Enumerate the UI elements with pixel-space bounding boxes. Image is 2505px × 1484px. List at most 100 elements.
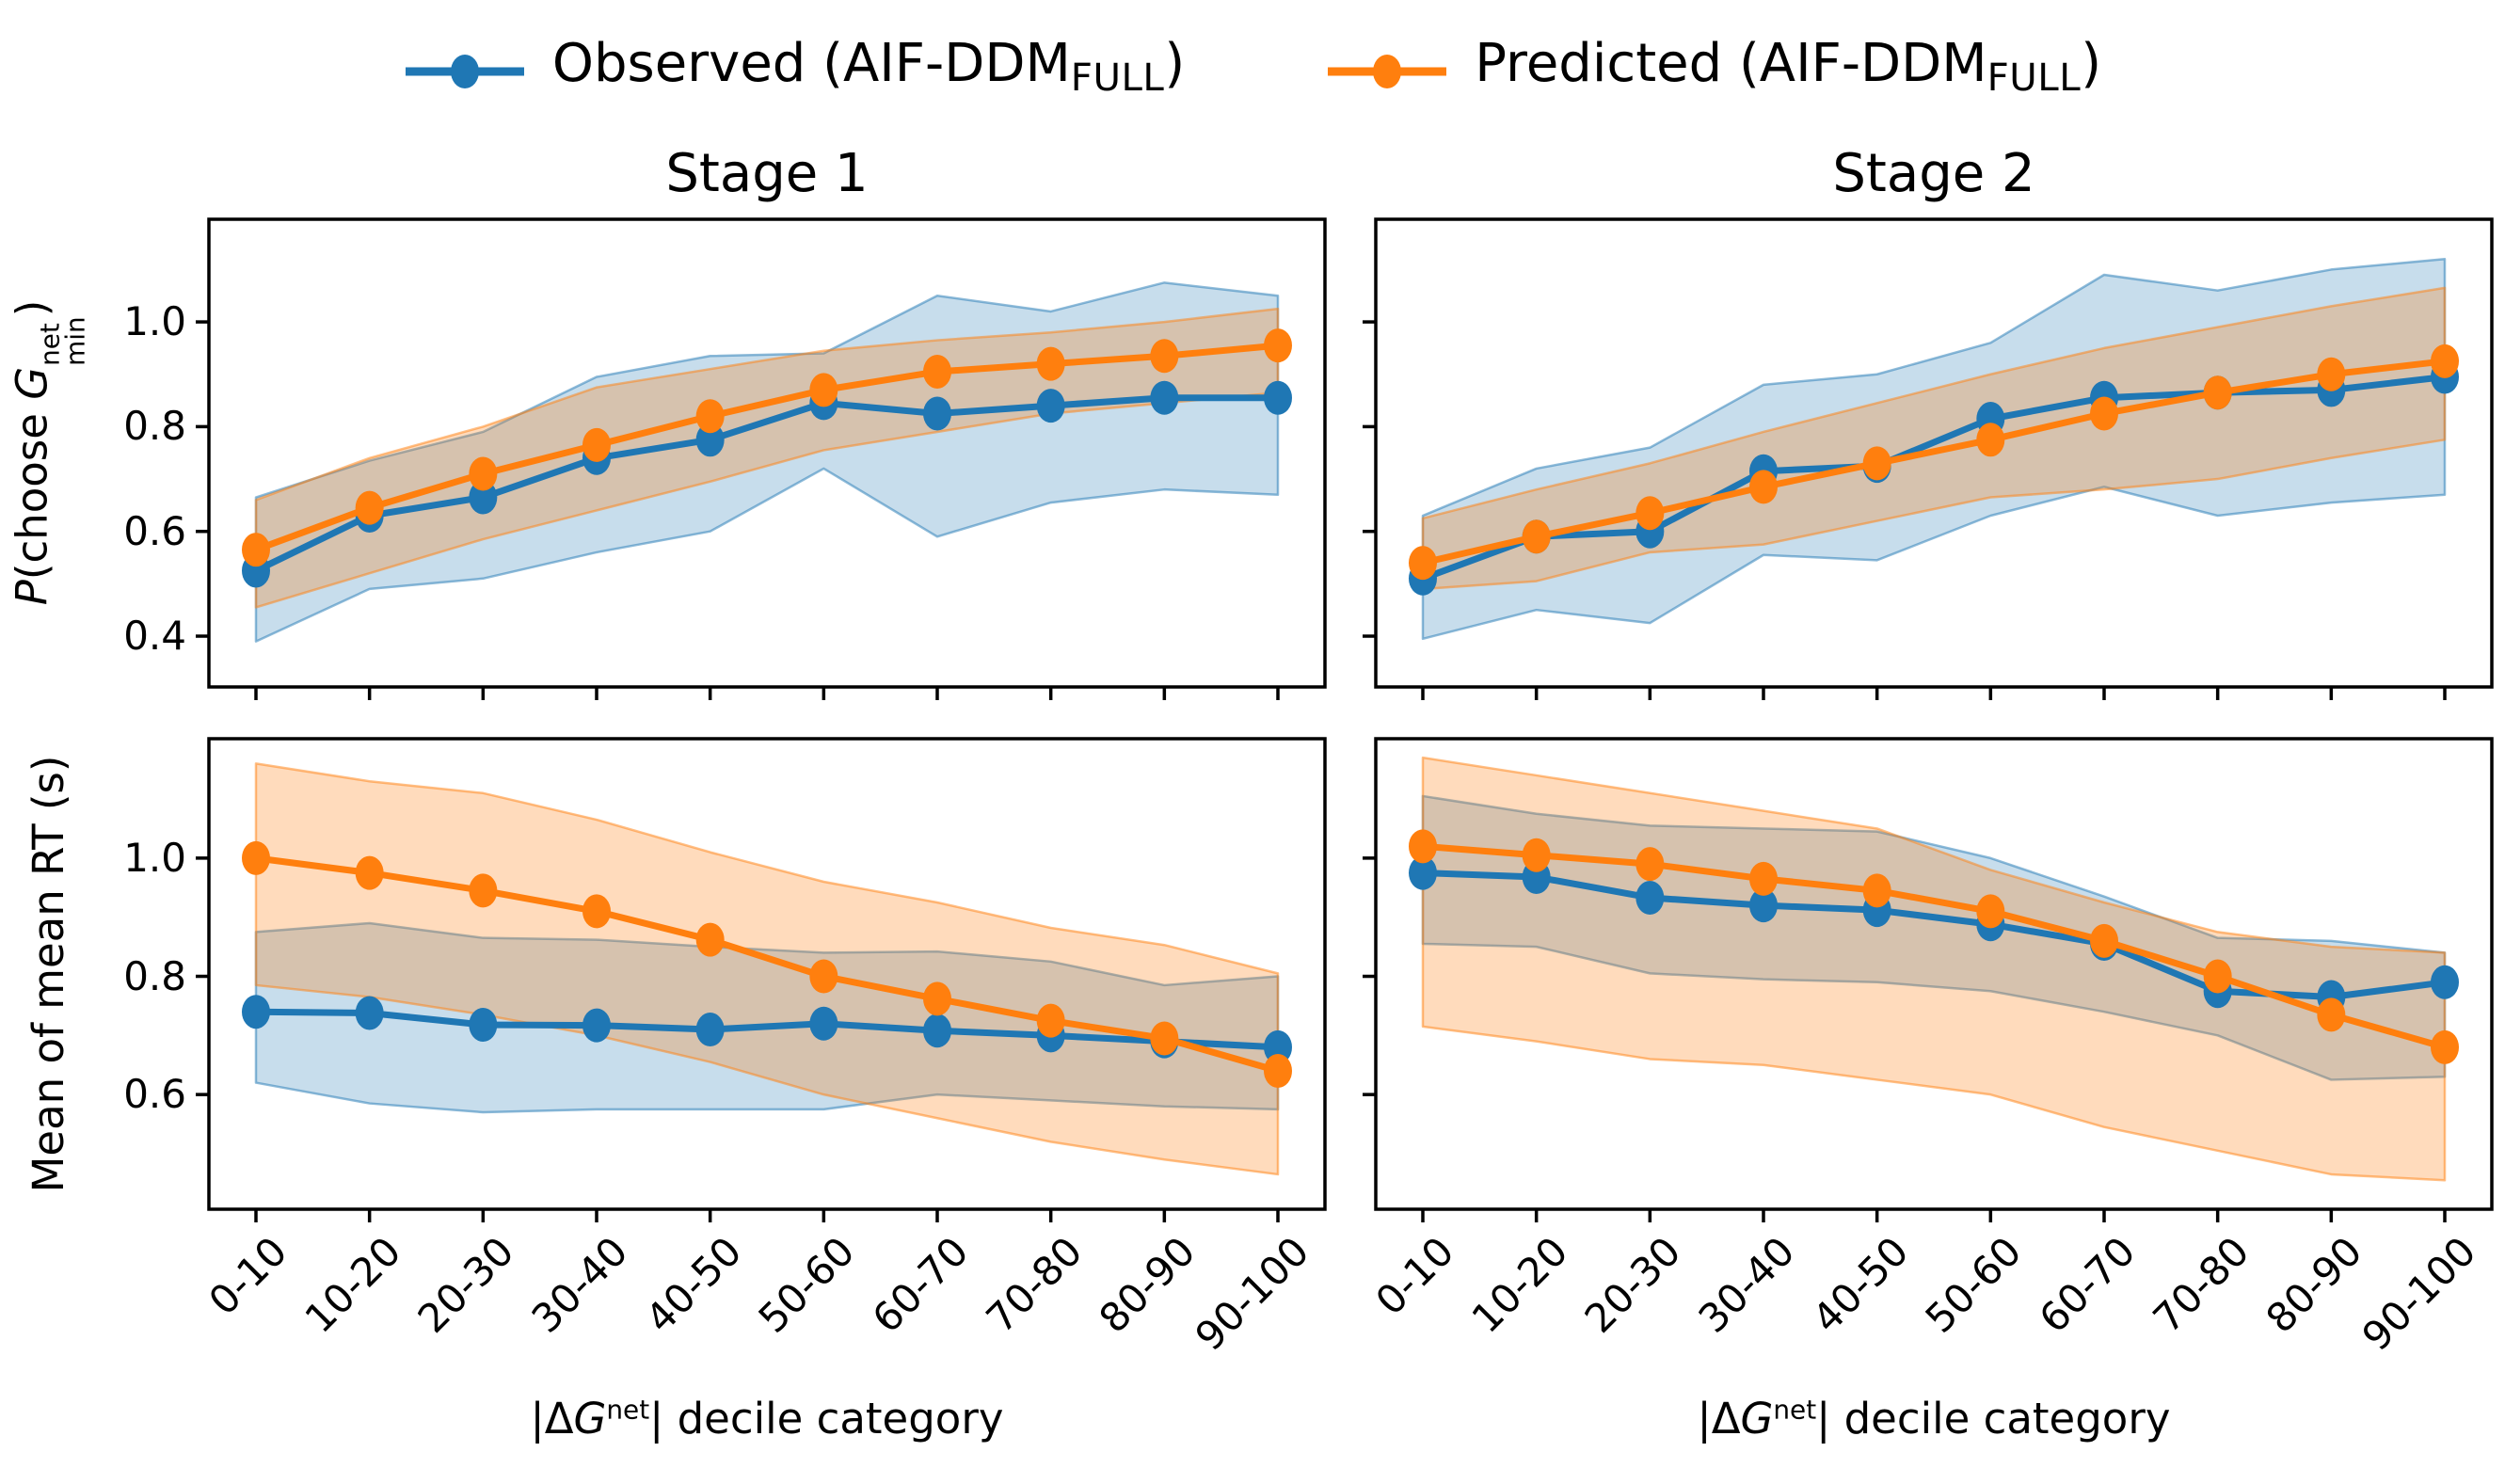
stage1-rt-observed-marker bbox=[355, 996, 384, 1030]
stage2-rt-predicted-marker bbox=[2203, 959, 2232, 994]
stage1-rt-observed-marker bbox=[469, 1008, 498, 1043]
stage2-choice-observed-line bbox=[1419, 374, 2449, 582]
stage2-rt-predicted-marker bbox=[2090, 923, 2118, 958]
xlabel-right-symbol: G bbox=[1740, 1394, 1774, 1444]
stage2-choice-predicted-marker bbox=[1409, 546, 1437, 581]
stage1-rt-predicted-marker bbox=[1264, 1054, 1292, 1089]
stage2-rt-axes-box bbox=[1374, 737, 2494, 1211]
stage1-choice-observed-marker bbox=[1264, 380, 1292, 415]
stage1-choice-ytick-label-0.6: 0.6 bbox=[123, 507, 186, 554]
xlabel-left-pre: |Δ bbox=[530, 1394, 574, 1444]
stage1-choice-observed-marker bbox=[469, 480, 498, 515]
stage1-choice-observed-marker bbox=[1150, 380, 1179, 415]
stage1-rt-predicted-line bbox=[252, 854, 1282, 1075]
stage2-choice-predicted-marker bbox=[1976, 423, 2005, 457]
stage1-choice-observed-marker bbox=[695, 423, 725, 457]
legend: Observed (AIF-DDMFULL) Predicted (AIF-DD… bbox=[0, 34, 2505, 108]
xlabel-right-pre: |Δ bbox=[1697, 1394, 1741, 1444]
ylabel-top-symbol: G bbox=[7, 366, 57, 400]
stage1-rt-observed-marker bbox=[242, 995, 270, 1029]
xlabel-right: |ΔGnet| decile category bbox=[1698, 1396, 2171, 1443]
stage1-choice-observed-marker bbox=[1036, 389, 1065, 423]
stage1-rt-ytick-label-0.6: 0.6 bbox=[123, 1071, 186, 1118]
subplot-stage2-choice bbox=[1363, 217, 2494, 700]
predicted-line-marker-icon bbox=[1328, 54, 1447, 88]
stage2-choice-predicted-marker bbox=[2317, 357, 2346, 391]
ylabel-top-p: P bbox=[7, 580, 57, 606]
stage1-choice-predicted-marker bbox=[242, 533, 270, 567]
stage2-rt-predicted-marker bbox=[1749, 861, 1778, 896]
stage1-rt-predicted-marker bbox=[582, 894, 611, 929]
stage2-rt-predicted-marker bbox=[2317, 997, 2346, 1032]
stage1-choice-observed-band bbox=[254, 281, 1280, 643]
ylabel-top-pre: (choose bbox=[7, 399, 57, 581]
stage1-choice-predicted-line bbox=[252, 342, 1282, 553]
stage2-rt-observed-marker bbox=[1635, 880, 1665, 915]
stage2-rt-predicted-marker bbox=[1635, 847, 1665, 882]
stage1-choice-ytick-label-1.0: 1.0 bbox=[123, 298, 186, 345]
stage1-choice-observed-line bbox=[252, 394, 1282, 574]
stage2-choice-predicted-marker bbox=[1749, 470, 1778, 504]
legend-label-predicted: Predicted (AIF-DDMFULL) bbox=[1475, 34, 2101, 108]
stage1-rt-observed-line bbox=[252, 1008, 1282, 1051]
stage1-choice-observed-marker bbox=[923, 396, 951, 431]
ylabel-top-superscript: net bbox=[33, 323, 65, 366]
legend-predicted-text: Predicted (AIF-DDM bbox=[1475, 33, 1987, 94]
stage1-rt-predicted-marker bbox=[1036, 1003, 1065, 1038]
ylabel-top-post: ) bbox=[7, 299, 57, 317]
stage2-rt-predicted-marker bbox=[1522, 838, 1551, 872]
stage2-choice-predicted-marker bbox=[2431, 343, 2459, 378]
stage1-rt-observed-marker bbox=[809, 1006, 838, 1041]
xlabel-right-post: | decile category bbox=[1816, 1394, 2171, 1444]
stage2-choice-predicted-marker bbox=[2090, 396, 2118, 431]
stage2-choice-predicted-line bbox=[1419, 358, 2449, 566]
stage1-rt-observed-marker bbox=[1264, 1029, 1292, 1064]
stage1-rt-predicted-marker bbox=[242, 840, 270, 875]
stage1-choice-predicted-marker bbox=[809, 373, 838, 407]
stage2-choice-predicted-marker bbox=[1862, 446, 1891, 481]
stage1-rt-observed-marker bbox=[923, 1013, 951, 1048]
stage2-choice-axes-box bbox=[1374, 217, 2494, 689]
stage1-rt-observed-marker bbox=[582, 1008, 611, 1043]
xlabel-left-superscript: net bbox=[606, 1394, 650, 1426]
subplot-title-stage1: Stage 1 bbox=[665, 143, 869, 204]
stage1-choice-predicted-marker bbox=[923, 354, 951, 389]
stage1-choice-predicted-marker bbox=[695, 399, 725, 434]
stage1-rt-predicted-marker bbox=[695, 922, 725, 957]
stage2-rt-predicted-line bbox=[1419, 842, 2449, 1051]
xlabel-left-post: | decile category bbox=[649, 1394, 1004, 1444]
stage2-choice-predicted-marker bbox=[1635, 496, 1665, 531]
stage1-choice-predicted-marker bbox=[469, 456, 498, 491]
stage2-rt-observed-marker bbox=[2431, 965, 2459, 999]
stage2-rt-predicted-marker bbox=[2431, 1029, 2459, 1064]
stage1-choice-predicted-marker bbox=[1150, 339, 1179, 374]
stage2-rt-predicted-marker bbox=[1862, 873, 1891, 908]
stage1-choice-ytick-label-0.8: 0.8 bbox=[123, 403, 186, 450]
stage1-choice-predicted-marker bbox=[355, 490, 384, 525]
observed-line-marker-icon bbox=[405, 54, 524, 88]
subplot-stage2-rt bbox=[1363, 737, 2494, 1222]
stage2-rt-predicted-marker bbox=[1976, 894, 2005, 929]
stage1-rt-predicted-marker bbox=[469, 873, 498, 908]
stage1-rt-predicted-marker bbox=[923, 981, 951, 1016]
xlabel-right-superscript: net bbox=[1773, 1394, 1817, 1426]
subplot-title-stage2: Stage 2 bbox=[1832, 143, 2035, 204]
subplot-stage1-choice bbox=[196, 217, 1327, 700]
stage1-rt-predicted-marker bbox=[1150, 1021, 1179, 1056]
xlabel-left: |ΔGnet| decile category bbox=[531, 1396, 1004, 1443]
stage2-choice-predicted-marker bbox=[2203, 375, 2232, 410]
legend-item-observed: Observed (AIF-DDMFULL) bbox=[404, 34, 1185, 108]
stage1-choice-axes-box bbox=[207, 217, 1327, 689]
legend-label-observed: Observed (AIF-DDMFULL) bbox=[552, 34, 1185, 108]
legend-observed-subscript: FULL bbox=[1070, 56, 1165, 101]
subplot-stage1-rt bbox=[196, 737, 1327, 1222]
stage1-rt-predicted-marker bbox=[809, 959, 838, 994]
stage2-rt-observed-marker bbox=[1749, 888, 1778, 923]
stage1-rt-predicted-band bbox=[254, 762, 1280, 1176]
stage1-rt-ytick-label-1.0: 1.0 bbox=[123, 834, 186, 881]
stage2-choice-predicted-marker bbox=[1522, 519, 1551, 554]
stage1-rt-predicted-marker bbox=[355, 855, 384, 890]
stage2-rt-observed-marker bbox=[1409, 855, 1437, 890]
